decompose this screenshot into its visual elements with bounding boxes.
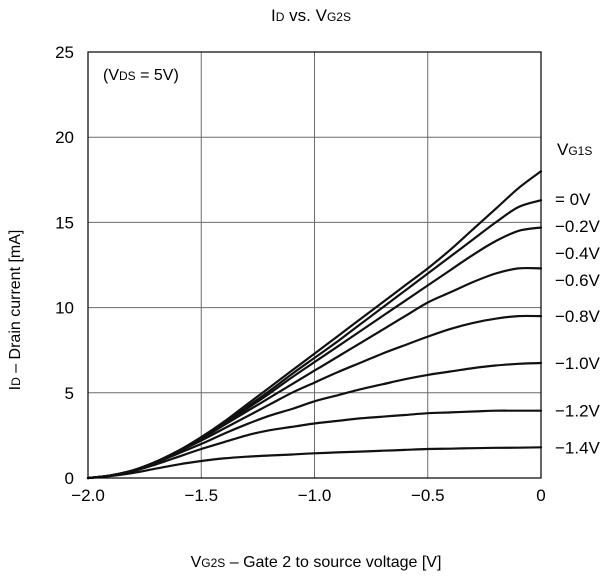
chart-title: ID vs. VG2S	[271, 6, 351, 25]
plot-frame	[87, 51, 542, 479]
x-tick-label: −2.0	[71, 486, 105, 505]
series-label-1: −0.2V	[555, 217, 601, 236]
series-label-6: −1.2V	[555, 402, 601, 421]
series-line-5	[86, 361, 543, 480]
y-tick-label: 15	[55, 213, 74, 232]
x-tick-label: −0.5	[411, 486, 445, 505]
series-label-0: = 0V	[555, 190, 591, 209]
curves	[86, 170, 543, 480]
y-axis-label: ID – Drain current [mA]	[7, 230, 24, 391]
series-label-7: −1.4V	[555, 438, 601, 457]
grid	[88, 52, 541, 478]
x-tick-label: 0	[536, 486, 545, 505]
legend-header: VG1S	[557, 140, 592, 159]
series-label-2: −0.4V	[555, 244, 601, 263]
y-tick-labels: 0 5 10 15 20 25	[55, 43, 74, 488]
series-line-7	[86, 446, 543, 480]
x-tick-label: −1.0	[298, 486, 332, 505]
y-tick-label: 25	[55, 43, 74, 62]
y-tick-label: 20	[55, 128, 74, 147]
series-labels: = 0V −0.2V −0.4V −0.6V −0.8V −1.0V −1.2V −1.4V	[555, 190, 601, 457]
series-label-3: −0.6V	[555, 271, 601, 290]
y-tick-label: 10	[55, 299, 74, 318]
x-tick-label: −1.5	[184, 486, 218, 505]
series-label-4: −0.8V	[555, 307, 601, 326]
x-tick-labels: −2.0 −1.5 −1.0 −0.5 0	[71, 486, 546, 505]
x-axis-label: VG2S – Gate 2 to source voltage [V]	[191, 554, 442, 571]
series-line-6	[86, 409, 543, 480]
y-tick-label: 0	[65, 469, 74, 488]
vds-annotation: (VDS = 5V)	[103, 67, 179, 84]
y-tick-label: 5	[65, 384, 74, 403]
series-label-5: −1.0V	[555, 354, 601, 373]
